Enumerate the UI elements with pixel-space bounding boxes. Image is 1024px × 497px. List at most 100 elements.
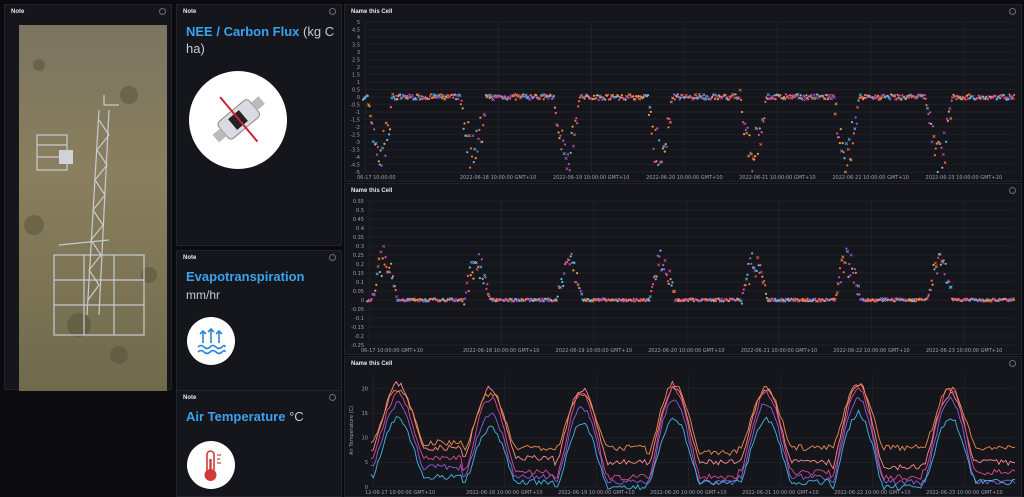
data-point	[684, 95, 687, 99]
gear-icon[interactable]	[159, 8, 166, 15]
y-tick-label: 0.35	[353, 235, 364, 241]
data-point	[787, 97, 790, 100]
data-point	[522, 93, 525, 96]
y-tick-label: 0.5	[356, 208, 364, 214]
data-point	[857, 284, 861, 288]
y-tick-label: 0.1	[356, 280, 364, 286]
thermometer-icon	[187, 441, 235, 489]
data-point	[728, 98, 731, 101]
gear-icon[interactable]	[1009, 187, 1016, 194]
data-point	[669, 278, 672, 281]
x-tick-label: 2022-06-20 10:00:00 GMT+10	[650, 490, 727, 496]
data-point	[818, 297, 821, 300]
data-point	[471, 271, 474, 274]
airtemp-panel-header: Note	[177, 391, 341, 405]
data-point	[671, 281, 674, 284]
nee-scatter-chart[interactable]: 54.543.532.521.510.50-0.5-1-1.5-2-2.5-3-…	[345, 18, 1021, 182]
data-point	[513, 300, 516, 303]
y-tick-label: -0.05	[351, 307, 364, 313]
gear-icon[interactable]	[329, 394, 336, 401]
data-point	[579, 290, 582, 293]
data-point	[618, 98, 621, 101]
et-scatter-chart[interactable]: 0.55 0.5 0.45 0.4 0.35 0.3 0.25 0.2 0.15 0.1 0.05 0…	[345, 197, 1021, 355]
data-point	[741, 110, 744, 114]
data-point	[998, 95, 1001, 98]
data-point	[462, 298, 465, 301]
data-point	[773, 299, 776, 302]
y-tick-label: -5	[355, 170, 360, 176]
data-point	[440, 96, 444, 100]
data-point	[934, 147, 937, 150]
data-point	[847, 137, 851, 141]
data-point	[467, 134, 471, 138]
data-point	[898, 94, 901, 97]
data-point	[663, 258, 667, 262]
x-tick-label: 2022-06-19 10:00:00 GMT+10	[558, 490, 635, 496]
data-point	[863, 96, 866, 99]
data-point	[903, 95, 906, 99]
data-point	[803, 95, 806, 98]
x-tick-label: 06-17 10:00:00 GMT+10	[361, 348, 423, 354]
data-point	[658, 139, 661, 142]
data-point	[927, 112, 930, 116]
data-point	[1010, 97, 1013, 100]
data-point	[468, 266, 471, 269]
data-point	[968, 93, 971, 96]
data-point	[697, 96, 700, 99]
data-point	[410, 94, 414, 98]
data-point	[546, 297, 549, 300]
data-point	[877, 94, 880, 97]
et-unit: mm/hr	[186, 288, 220, 302]
y-tick-label: 2.5	[352, 57, 360, 63]
data-point	[739, 299, 743, 303]
y-tick-label: 5	[365, 460, 368, 466]
data-point	[664, 143, 667, 146]
data-point	[939, 263, 943, 266]
data-point	[895, 97, 898, 100]
gear-icon[interactable]	[329, 254, 336, 261]
data-point	[458, 93, 462, 98]
data-point	[486, 283, 489, 286]
gear-icon[interactable]	[1009, 360, 1016, 367]
airtemp-line-chart[interactable]: 20 15 10 5 012-06-17 10:00:00 GMT+10 2022-06-…	[345, 370, 1021, 497]
y-tick-label: -0.5	[350, 102, 360, 108]
data-point	[844, 142, 848, 146]
data-point	[535, 94, 538, 97]
data-point	[907, 96, 910, 99]
data-point	[834, 102, 838, 106]
data-point	[625, 298, 628, 301]
data-point	[755, 269, 758, 273]
nee-unit: (kg C ha)	[186, 24, 335, 56]
y-tick-label: 4.5	[352, 27, 360, 33]
data-point	[934, 265, 938, 269]
data-point	[486, 292, 490, 296]
data-point	[693, 93, 698, 97]
et-chart-panel: Name this Cell 0.55 0.5 0.45 0.4 0.35 0.3 0.25…	[344, 183, 1022, 355]
x-tick-label: 12-06-17 10:00:00 GMT+10	[365, 490, 435, 496]
y-tick-label: 2	[357, 65, 360, 71]
data-point	[666, 280, 669, 283]
data-point	[615, 95, 618, 99]
data-point	[377, 257, 381, 261]
y-tick-label: -2.5	[350, 132, 360, 138]
data-point	[474, 261, 478, 265]
data-point	[463, 122, 466, 125]
y-tick-label: 0.55	[353, 199, 364, 205]
data-point	[455, 98, 458, 101]
data-point	[621, 299, 624, 303]
et-title-panel: Note Evapotranspiration mm/hr	[176, 250, 342, 392]
data-point	[661, 268, 664, 271]
airtemp-chart-panel: Name this Cell 20 15 10 5 0 12-06-17 10:00:00…	[344, 356, 1022, 497]
gear-icon[interactable]	[1009, 8, 1016, 15]
data-point	[385, 265, 388, 268]
data-point	[558, 285, 563, 289]
data-point	[564, 156, 568, 161]
data-point	[789, 96, 794, 100]
y-tick-label: -0.15	[351, 325, 364, 331]
data-point	[405, 94, 409, 98]
gear-icon[interactable]	[329, 8, 336, 15]
data-point	[816, 300, 819, 303]
data-point	[773, 94, 776, 97]
data-point	[753, 158, 756, 161]
data-point	[417, 299, 421, 303]
